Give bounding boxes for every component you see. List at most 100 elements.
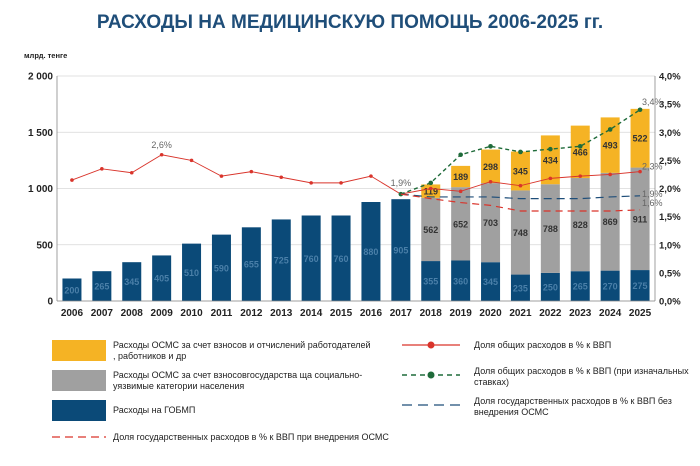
legend-symbol-total-gdp-initial: [402, 371, 460, 379]
x-tick-label: 2017: [390, 308, 413, 319]
data-label: 905: [393, 246, 408, 256]
x-tick-label: 2012: [240, 308, 263, 319]
x-tick-label: 2024: [599, 308, 622, 319]
y-tick-label: 500: [36, 240, 53, 251]
legend-label-gobmp: Расходы на ГОБМП: [113, 405, 196, 415]
bar-gobmp: [122, 262, 142, 301]
bar-osms-state: [421, 197, 441, 262]
bar-gobmp: [391, 199, 411, 301]
x-tick-label: 2025: [629, 308, 652, 319]
x-tick-label: 2018: [420, 308, 443, 319]
data-label: 405: [154, 274, 169, 284]
y2-tick-label: 2,0%: [659, 184, 681, 195]
data-label: 466: [573, 147, 588, 157]
bar-osms-state: [540, 184, 560, 273]
point-total-gdp-initial: [518, 149, 523, 155]
bar-gobmp: [630, 270, 650, 301]
x-tick-label: 2019: [450, 308, 473, 319]
legend-label-state-no-osms-line2: внедрения ОСМС: [474, 407, 549, 417]
bars-layer: 200 265 345 405 510 590 655 725 760 760 880 905 355 5…: [62, 108, 650, 301]
legend-label-osms-contrib-line2: , работников и др: [113, 351, 187, 361]
bar-osms-contrib: [481, 149, 501, 184]
annotation-label: 2,6%: [151, 140, 172, 150]
bar-gobmp: [211, 234, 231, 301]
bar-osms-contrib: [600, 117, 620, 173]
line-state-no-osms: [400, 193, 641, 200]
data-label: 703: [483, 218, 498, 228]
bar-osms-contrib: [421, 184, 441, 198]
annotation-label: 3,4%: [642, 97, 663, 107]
data-label: 760: [304, 254, 319, 264]
point-total-gdp: [129, 170, 134, 175]
point-total-gdp: [189, 158, 194, 163]
legend-label-total-gdp-initial: Доля общих расходов в % к ВВП (при изнач…: [474, 366, 696, 388]
x-tick-label: 2007: [91, 308, 114, 319]
bar-gobmp: [481, 262, 501, 301]
bar-gobmp: [182, 243, 202, 301]
annotation-label: 2,3%: [642, 162, 663, 172]
legend-label-state-osms: Доля государственных расходов в % к ВВП …: [113, 432, 389, 442]
bar-osms-state: [451, 187, 471, 261]
y-tick-label: 2 000: [28, 72, 53, 83]
bar-gobmp: [510, 274, 530, 301]
legend-swatch-gobmp: [52, 400, 106, 421]
point-total-gdp: [369, 174, 373, 178]
point-total-gdp-initial: [458, 152, 463, 158]
bar-gobmp: [540, 272, 560, 301]
data-label: 189: [453, 172, 468, 182]
data-label: 652: [453, 219, 468, 229]
data-label: 869: [603, 217, 618, 227]
data-label: 345: [483, 277, 498, 287]
point-total-gdp: [249, 169, 254, 174]
point-total-gdp: [428, 186, 433, 191]
data-label: 345: [513, 167, 528, 177]
y2-tick-label: 1,0%: [659, 240, 681, 251]
data-label: 510: [184, 268, 199, 278]
y2-tick-label: 2,5%: [659, 156, 681, 167]
data-label: 275: [633, 281, 648, 291]
x-tick-label: 2020: [479, 308, 502, 319]
legend-label-state-no-osms-line1: Доля государственных расходов в % к ВВП …: [474, 396, 672, 406]
point-total-gdp-initial: [577, 144, 583, 149]
legend-symbol-total-gdp: [402, 341, 460, 349]
data-label: 119: [423, 187, 438, 197]
data-label: 355: [423, 277, 438, 287]
data-label: 725: [274, 256, 289, 266]
y2-tick-label: 3,5%: [659, 100, 681, 111]
y-axis-title: млрд. тенге: [24, 51, 67, 60]
data-label: 434: [543, 155, 558, 165]
bar-gobmp: [600, 270, 620, 301]
legend-label-osms-contrib-line1: Расходы ОСМС за счет взносов и отчислени…: [113, 340, 371, 350]
data-label: 250: [543, 282, 558, 292]
legend-marker-total-gdp: [427, 341, 435, 349]
bar-gobmp: [331, 215, 351, 301]
y2-tick-label: 0,0%: [659, 297, 681, 308]
legend-label-total-gdp-initial-line2: ставках): [474, 377, 509, 387]
point-total-gdp: [608, 172, 612, 177]
y-tick-label: 1 000: [28, 184, 53, 195]
x-tick-label: 2014: [300, 308, 323, 319]
lines-layer: [70, 107, 643, 212]
point-total-gdp-initial: [637, 107, 643, 113]
bar-gobmp: [570, 271, 590, 301]
axes-layer: млрд. тенге 0 500 1 000 1 500 2 000 0,0% 0,5% 1,…: [24, 51, 681, 319]
point-total-gdp-initial: [548, 146, 553, 152]
bar-gobmp: [301, 215, 321, 301]
x-tick-label: 2010: [180, 308, 203, 319]
x-tick-label: 2013: [270, 308, 293, 319]
data-label: 590: [214, 263, 229, 273]
x-tick-label: 2016: [360, 308, 383, 319]
data-label: 655: [244, 260, 259, 270]
data-label: 828: [573, 220, 588, 230]
x-tick-label: 2011: [211, 308, 233, 319]
legend-label-total-gdp-initial-line1: Доля общих расходов в % к ВВП (при изнач…: [474, 366, 689, 376]
legend-label-osms-state-line2: уязвимые категории населения: [113, 381, 245, 391]
data-label: 265: [573, 282, 588, 292]
y2-tick-label: 3,0%: [659, 128, 681, 139]
legend-label-total-gdp: Доля общих расходов в % к ВВП: [474, 340, 612, 350]
x-tick-label: 2021: [509, 308, 532, 319]
point-total-gdp: [458, 189, 463, 194]
data-label: 493: [603, 141, 618, 151]
bar-osms-contrib: [570, 125, 590, 179]
